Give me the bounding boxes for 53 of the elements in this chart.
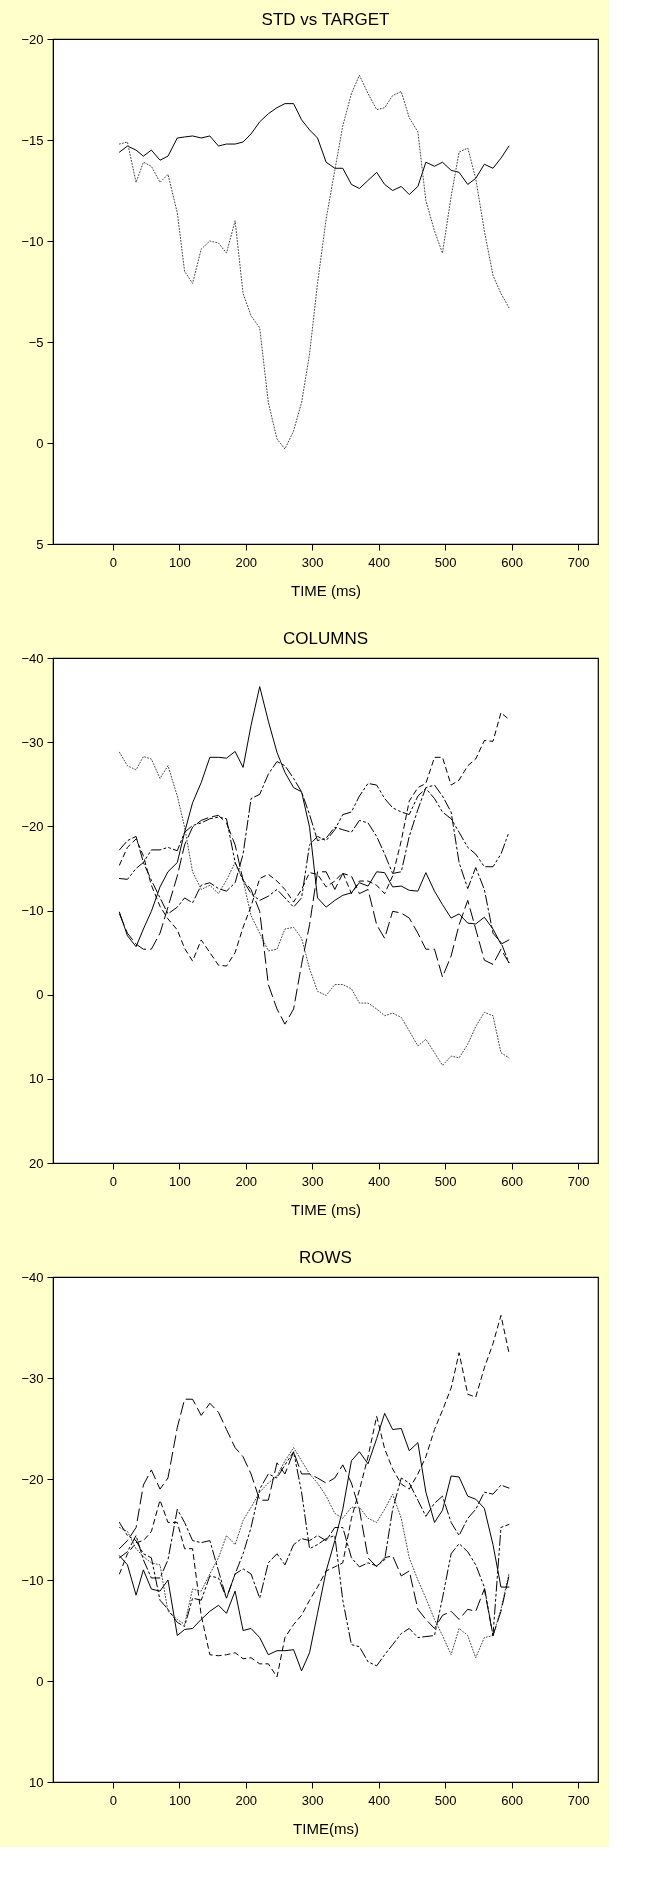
- x-tick-label: 400: [368, 1792, 391, 1808]
- line-series: [118, 103, 510, 196]
- y-tick-label: −10: [21, 1572, 44, 1588]
- x-axis-title: TIME(ms): [293, 1819, 359, 1837]
- chart-title: STD vs TARGET: [261, 10, 390, 29]
- y-tick-label: −30: [21, 734, 44, 750]
- x-tick-label: 600: [501, 1792, 523, 1808]
- y-tick-label: −10: [21, 903, 44, 918]
- x-tick-label: 700: [567, 554, 590, 570]
- y-tick-label: −30: [21, 1370, 44, 1386]
- chart-title: ROWS: [299, 1248, 352, 1267]
- line-series: [118, 1314, 510, 1678]
- x-tick-label: 700: [567, 1792, 590, 1808]
- y-tick-label: −20: [21, 818, 44, 834]
- x-tick-label: 200: [235, 1173, 258, 1189]
- x-tick-label: 300: [301, 1173, 324, 1189]
- x-tick-label: 300: [301, 554, 324, 570]
- x-tick-label: 500: [434, 1792, 457, 1808]
- y-tick-label: −20: [21, 1471, 44, 1487]
- y-tick-label: −40: [21, 1269, 44, 1285]
- y-tick-label: −20: [21, 31, 44, 47]
- x-tick-label: 200: [235, 1792, 258, 1808]
- y-tick-label: 20: [29, 1155, 44, 1171]
- x-tick-label: 0: [109, 1792, 117, 1808]
- x-tick-label: 200: [235, 554, 258, 570]
- x-tick-label: 0: [109, 1173, 117, 1189]
- y-tick-label: 0: [36, 987, 44, 1003]
- x-tick-label: 600: [501, 554, 523, 570]
- x-tick-label: 100: [168, 554, 191, 570]
- line-series: [118, 751, 510, 1066]
- x-tick-label: 100: [168, 1173, 191, 1189]
- y-tick-label: −40: [21, 650, 44, 666]
- x-tick-label: 0: [109, 554, 117, 570]
- x-tick-label: 700: [567, 1173, 590, 1189]
- y-tick-label: 5: [36, 536, 44, 552]
- y-tick-label: 0: [36, 1673, 44, 1689]
- y-tick-label: 10: [29, 1774, 44, 1790]
- y-tick-label: 0: [36, 435, 44, 451]
- x-tick-label: 500: [434, 1173, 457, 1189]
- y-tick-label: −15: [21, 132, 44, 148]
- y-tick-label: −10: [21, 233, 44, 249]
- x-axis-title: TIME (ms): [291, 1200, 361, 1218]
- y-tick-label: −5: [28, 334, 44, 350]
- chart-title: COLUMNS: [282, 629, 369, 648]
- x-axis-title: TIME (ms): [291, 581, 361, 599]
- x-tick-label: 100: [168, 1792, 191, 1808]
- x-tick-label: 400: [368, 554, 391, 570]
- y-tick-label: 10: [29, 1071, 44, 1087]
- x-tick-label: 500: [434, 554, 457, 570]
- x-tick-label: 400: [368, 1173, 391, 1189]
- line-series: [118, 74, 510, 450]
- x-tick-label: 300: [301, 1792, 324, 1808]
- x-tick-label: 600: [501, 1173, 523, 1189]
